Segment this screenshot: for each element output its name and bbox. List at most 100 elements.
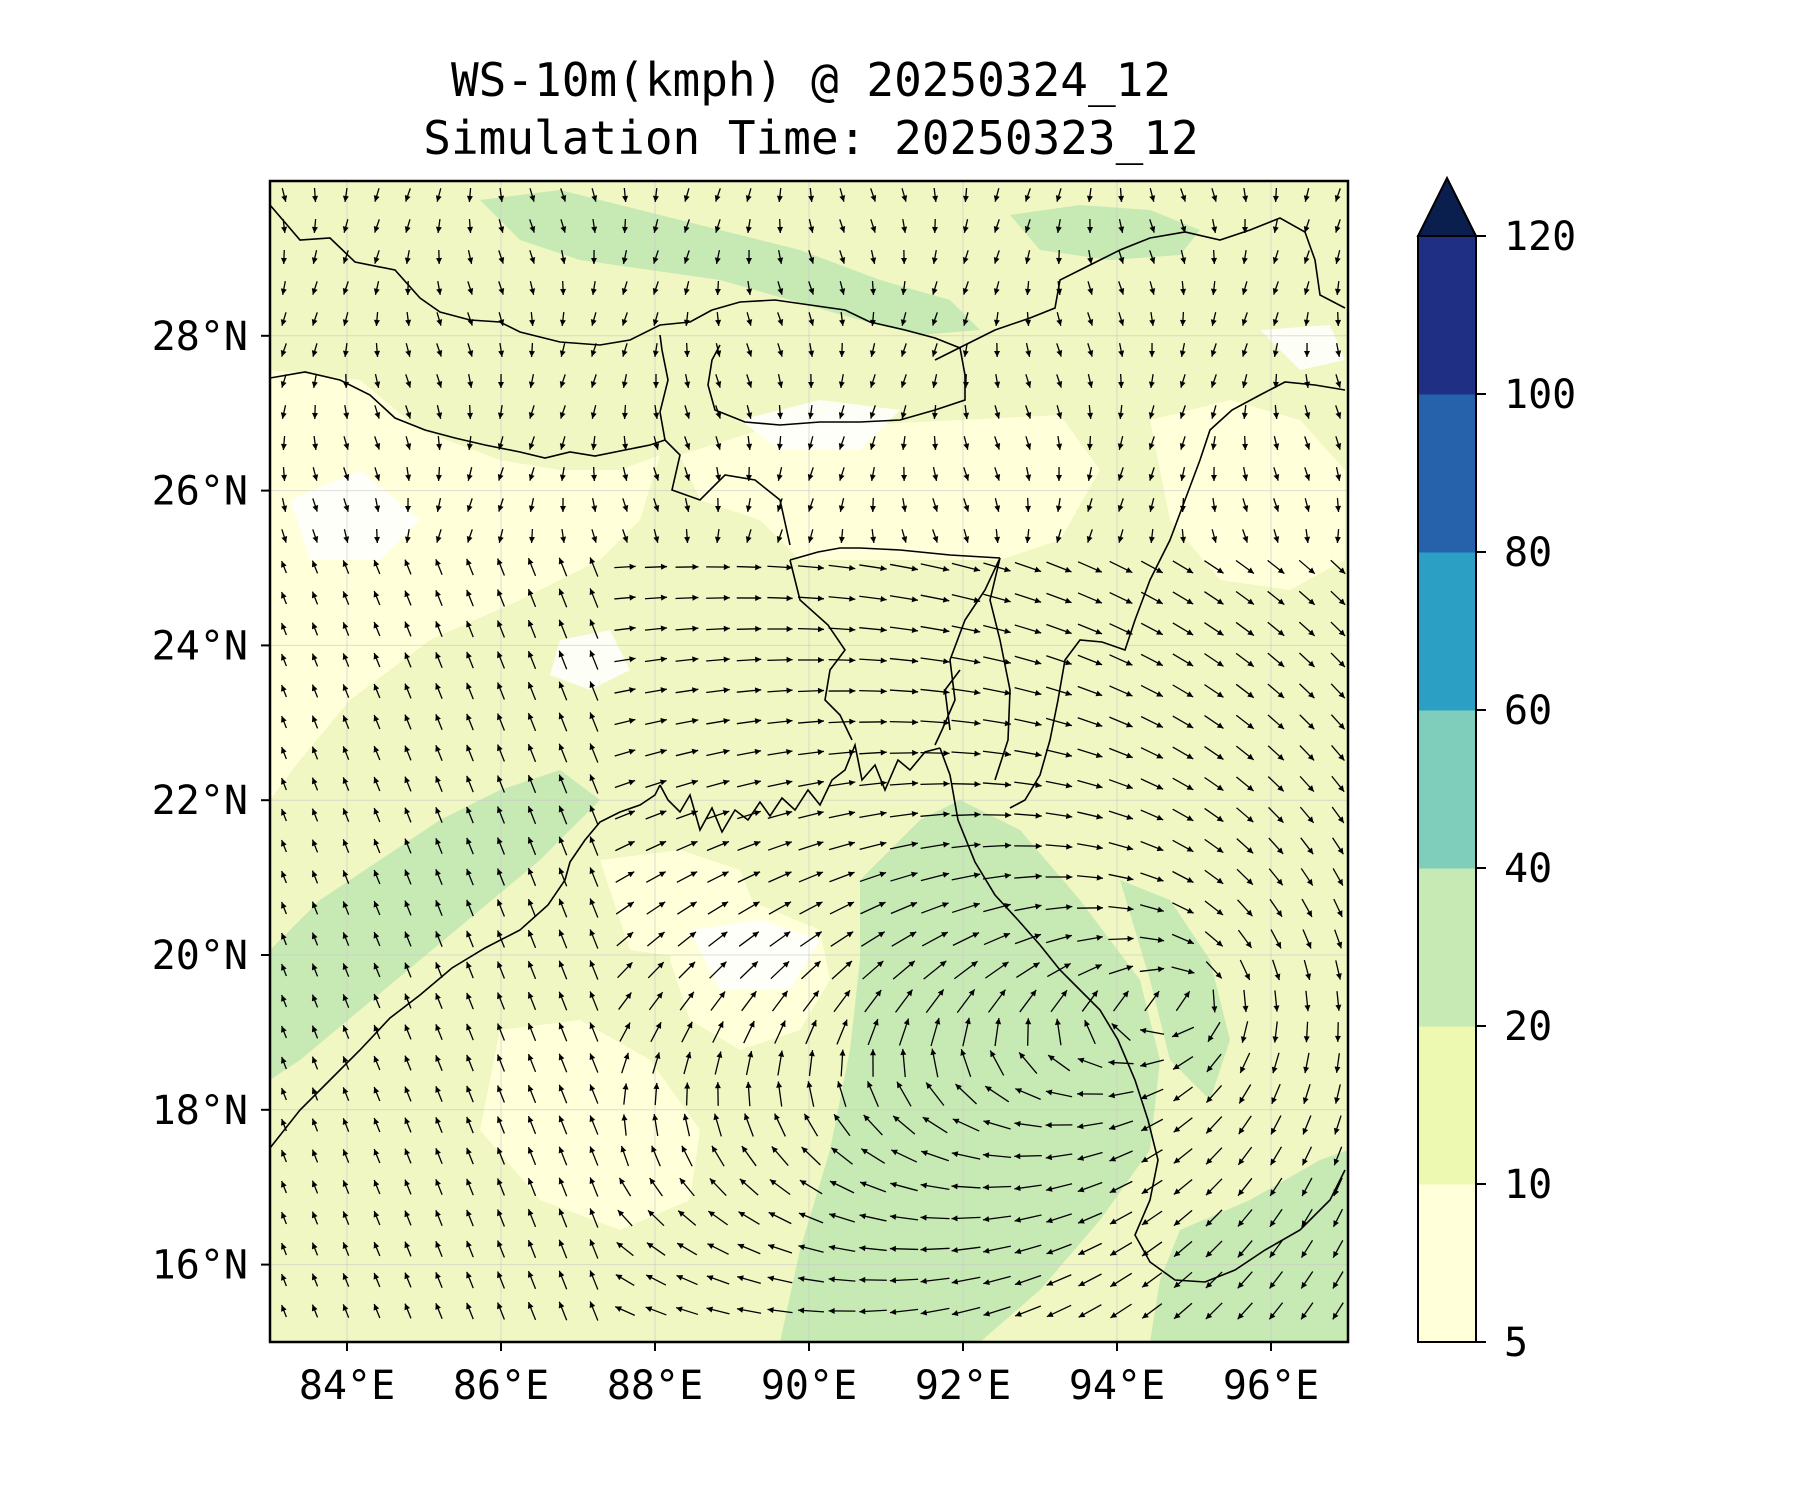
wind-arrow [869,436,876,450]
wind-arrow [745,529,752,543]
wind-arrow [373,900,381,916]
wind-arrow [1242,989,1249,1013]
wind-arrow [558,1177,568,1197]
wind-arrow [831,960,853,980]
wind-arrow [1148,405,1155,419]
wind-arrow [615,840,635,852]
wind-arrow [342,219,349,233]
wind-arrow [1054,1018,1062,1046]
wind-arrow [901,249,908,265]
wind-arrow [466,651,474,669]
wind-arrow [342,187,349,203]
wind-arrow [343,373,350,389]
wind-arrow [652,281,659,295]
wind-arrow [617,1209,633,1227]
wind-arrow [1240,1021,1249,1043]
wind-arrow [1237,1271,1253,1289]
wind-arrow [1014,873,1042,880]
wind-arrow [311,839,319,853]
wind-arrow [652,219,659,233]
wind-arrow [951,719,981,726]
wind-arrow [1241,249,1248,265]
wind-arrow [281,1180,287,1194]
wind-arrow [1210,312,1217,326]
wind-arrow [373,807,381,823]
wind-arrow [342,901,350,915]
wind-arrow [1117,436,1124,450]
wind-arrow [684,374,691,388]
wind-arrow [1171,1026,1195,1038]
wind-arrow [466,713,474,731]
wind-arrow [404,869,412,885]
wind-arrow [859,1276,887,1283]
wind-arrow [1025,311,1032,327]
wind-arrow [1046,686,1072,697]
wind-arrow [963,404,970,420]
wind-arrow [745,466,752,482]
wind-arrow [983,562,1011,573]
wind-arrow [1204,931,1224,947]
wind-arrow [738,901,760,915]
wind-speed-patch [1120,880,1230,1100]
wind-arrow [839,188,846,202]
wind-arrow [622,467,629,481]
west-bengal-corridor [664,439,791,546]
wind-arrow [801,960,821,980]
wind-arrow [529,188,536,202]
wind-arrow [1047,962,1071,978]
wind-arrow [1109,1180,1133,1194]
wind-arrow [1110,1303,1132,1319]
wind-arrow [466,1240,474,1258]
map-panel: 84°E 86°E 88°E 90°E 92°E 94°E 96°E 16°N 18°N 20°… [152,179,1350,1409]
coastlines-and-borders [270,204,1346,1283]
wind-arrow [1237,1240,1253,1258]
wind-arrow [736,779,762,788]
wind-arrow [1148,436,1155,450]
wind-arrow [621,312,628,326]
wind-arrow [311,1211,319,1225]
wind-arrow [951,872,981,881]
wind-arrow [435,218,442,234]
wind-arrow [1077,561,1103,573]
wind-arrow [497,682,505,700]
wind-arrow [808,219,815,233]
wind-arrow [920,719,950,726]
wind-arrow [1239,959,1251,981]
wind-arrow [527,650,537,670]
wind-arrow [373,1148,381,1164]
wind-arrow [956,988,976,1014]
wind-arrow [767,748,793,756]
wind-arrow [1175,990,1191,1012]
lat-tick-label: 16°N [152,1243,248,1289]
wind-arrow [1273,990,1280,1012]
colorbar-segment [1418,868,1476,1027]
wind-arrow [281,466,288,482]
wind-arrow [1331,775,1345,793]
wind-arrow [1077,748,1103,758]
wind-arrow [1269,1146,1283,1166]
wind-arrow [889,595,919,603]
wind-arrow [1056,405,1063,419]
wind-arrow [859,1181,887,1193]
wind-arrow [466,620,474,638]
wind-arrow [1108,1090,1134,1099]
wind-arrow [983,903,1011,913]
wind-arrow [714,528,721,544]
wind-arrow [889,1277,919,1284]
wind-arrow [404,714,412,730]
wind-arrow [682,1113,691,1137]
wind-arrow [342,839,350,853]
wind-arrow [435,837,443,855]
wind-arrow [614,1306,636,1316]
wind-arrow [1237,1177,1253,1197]
wind-arrow [838,405,845,419]
wind-arrow [467,312,474,326]
wind-speed-patch [1150,1150,1348,1342]
wind-arrow [839,250,846,264]
wind-arrow [436,249,443,265]
wind-arrow [589,650,599,670]
wind-arrow [769,931,791,947]
wind-arrow [900,280,907,296]
wind-arrow [1014,624,1042,635]
wind-arrow [281,1025,287,1039]
